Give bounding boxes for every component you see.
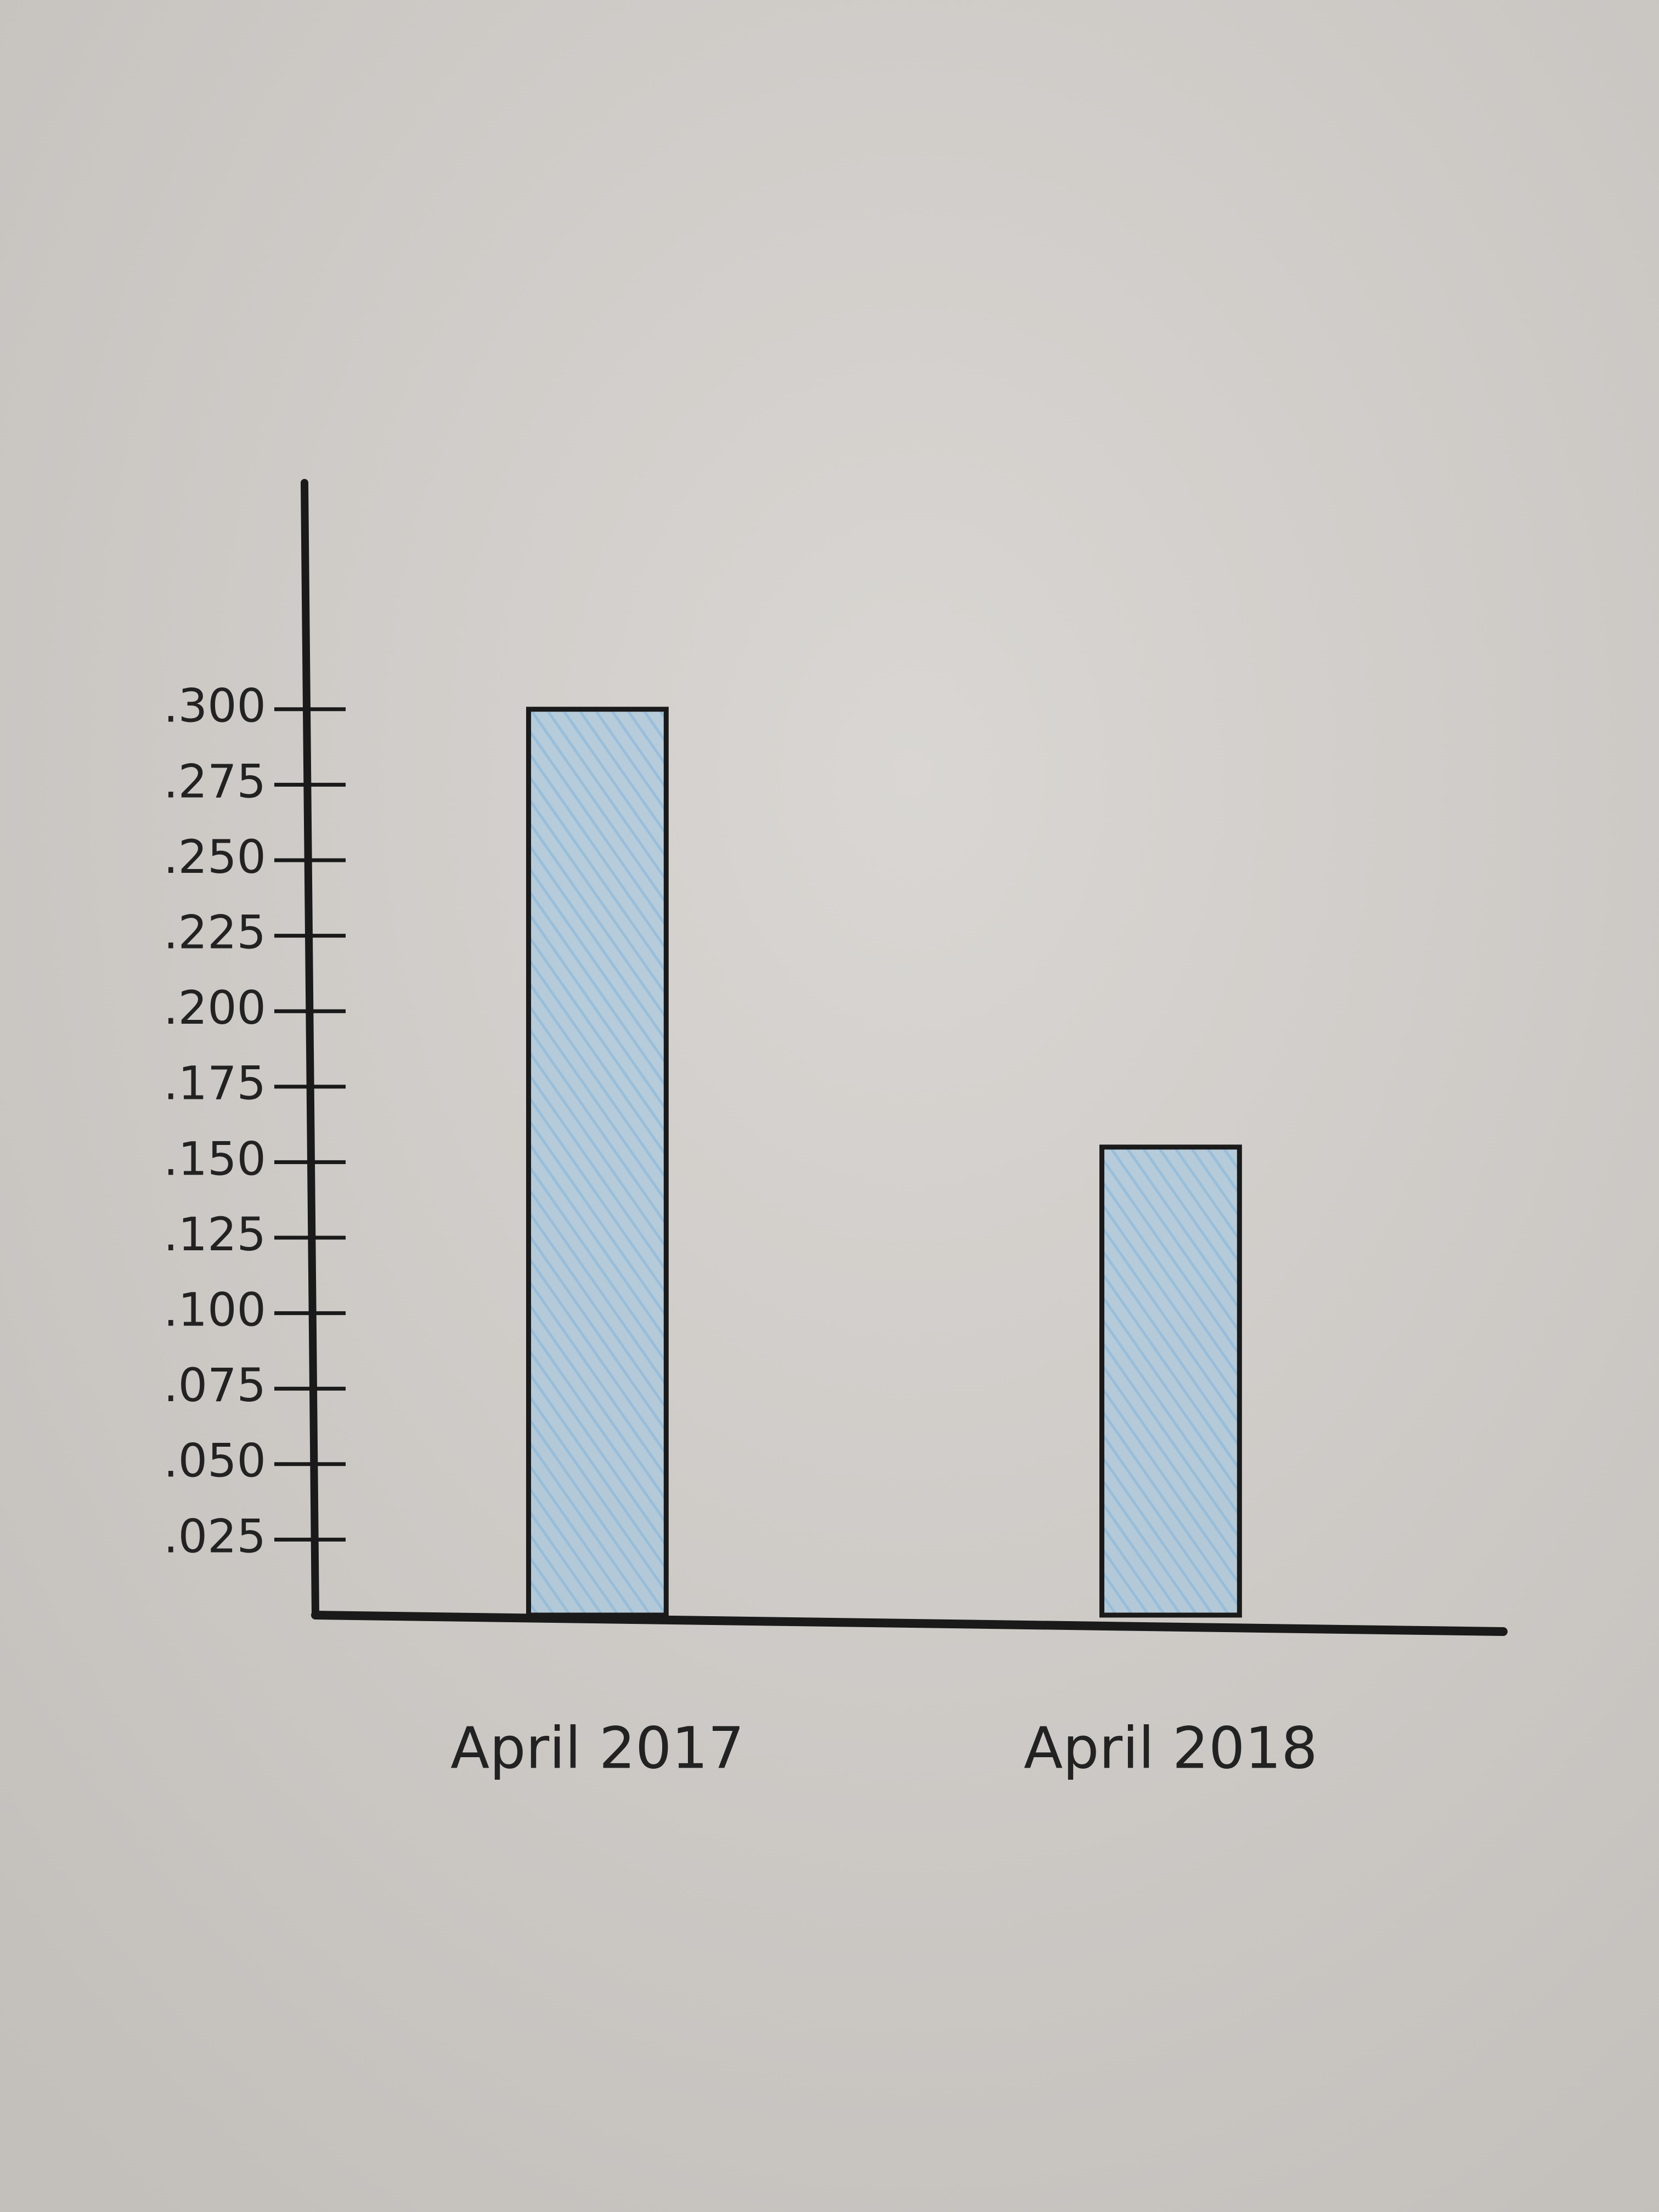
x-tick-label: April 2017 [450,1714,744,1781]
y-tick-label: .175 [163,1057,266,1110]
y-tick-label: .050 [163,1434,266,1488]
y-tick-label: .025 [163,1509,266,1563]
y-tick-label: .125 [163,1207,266,1261]
bar [526,707,669,1618]
plot-area: .025 .050 .075 .100 .125 .150 .175 .200 .225 .250… [163,479,1508,1781]
y-axis [301,479,319,1619]
y-tick-label: .150 [163,1132,266,1186]
x-tick-label: April 2018 [1024,1714,1317,1781]
y-tick-label: .100 [163,1283,266,1337]
y-tick-label: .275 [163,754,266,808]
y-tick-label: .200 [163,981,266,1035]
y-tick-label: .250 [163,830,266,884]
y-tick-label: .075 [163,1358,266,1412]
bar [1099,1144,1242,1618]
y-tick-label: .300 [163,679,266,733]
y-tick-label: .225 [163,906,266,960]
x-axis [311,1611,1508,1636]
